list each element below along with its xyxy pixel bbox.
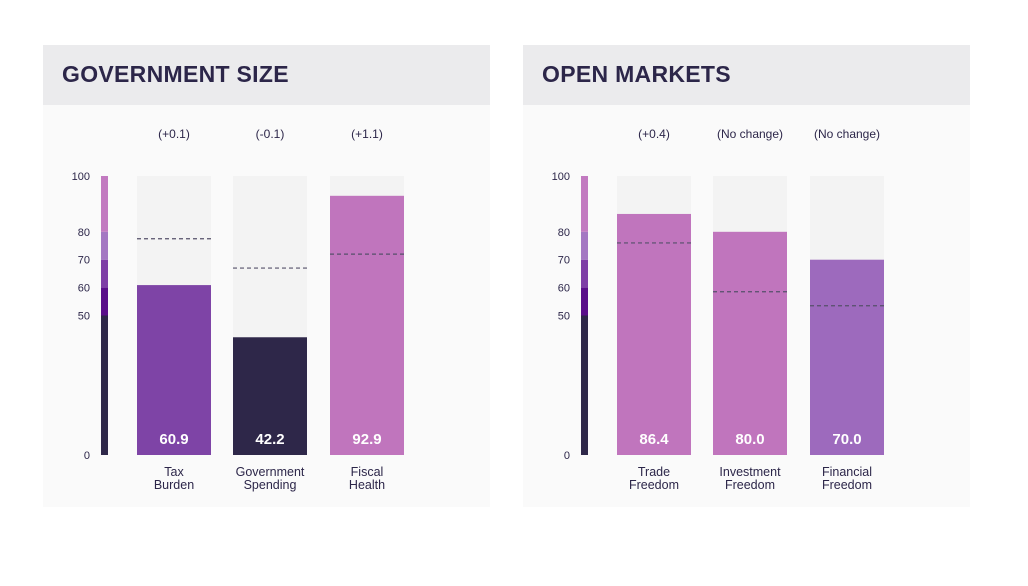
change-label: (No change) — [814, 127, 880, 141]
panel-title: GOVERNMENT SIZE — [62, 61, 289, 87]
scale-band — [581, 231, 588, 260]
change-label: (No change) — [717, 127, 783, 141]
y-tick-label: 100 — [552, 171, 570, 183]
y-tick-label: 70 — [78, 255, 90, 267]
panel-header: GOVERNMENT SIZE — [43, 45, 490, 105]
category-label: Spending — [244, 478, 297, 492]
bar — [810, 259, 884, 455]
value-label: 92.9 — [352, 431, 381, 448]
panel-title: OPEN MARKETS — [542, 61, 731, 87]
category-label: Government — [236, 465, 305, 479]
change-label: (-0.1) — [256, 127, 285, 141]
value-label: 80.0 — [735, 431, 764, 448]
scale-band — [101, 176, 108, 232]
y-tick-label: 60 — [78, 283, 90, 295]
y-tick-label: 50 — [558, 311, 570, 323]
scale-band — [581, 176, 588, 232]
government-size-panel: GOVERNMENT SIZE 0 50 60 70 80 100 (+0.1) 60.9 Ta… — [43, 45, 490, 507]
scale-band — [581, 315, 588, 455]
category-label: Investment — [719, 465, 781, 479]
category-label: Fiscal — [351, 465, 384, 479]
change-label: (+0.1) — [158, 127, 190, 141]
value-label: 86.4 — [639, 431, 669, 448]
category-label: Freedom — [822, 478, 872, 492]
scale-band — [581, 287, 588, 316]
y-tick-label: 70 — [558, 255, 570, 267]
value-label: 42.2 — [255, 431, 284, 448]
scale-band — [101, 315, 108, 455]
bar — [330, 195, 404, 455]
scale-band — [581, 259, 588, 288]
y-tick-label: 50 — [78, 311, 90, 323]
bar — [233, 337, 307, 455]
y-tick-label: 60 — [558, 283, 570, 295]
category-label: Health — [349, 478, 385, 492]
bar — [713, 231, 787, 455]
y-tick-label: 80 — [558, 227, 570, 239]
scale-band — [101, 259, 108, 288]
category-label: Financial — [822, 465, 872, 479]
y-tick-label: 0 — [564, 450, 570, 462]
bar — [137, 285, 211, 455]
value-label: 60.9 — [159, 431, 188, 448]
category-label: Trade — [638, 465, 670, 479]
category-label: Burden — [154, 478, 194, 492]
category-label: Freedom — [629, 478, 679, 492]
panel-header: OPEN MARKETS — [523, 45, 970, 105]
category-label: Tax — [164, 465, 184, 479]
scale-band — [101, 231, 108, 260]
y-tick-label: 80 — [78, 227, 90, 239]
bar — [617, 213, 691, 455]
y-tick-label: 100 — [72, 171, 90, 183]
change-label: (+1.1) — [351, 127, 383, 141]
open-markets-panel: OPEN MARKETS 0 50 60 70 80 100 (+0.4) 86.4 Trade… — [523, 45, 970, 507]
y-tick-label: 0 — [84, 450, 90, 462]
scale-band — [101, 287, 108, 316]
value-label: 70.0 — [832, 431, 861, 448]
change-label: (+0.4) — [638, 127, 670, 141]
category-label: Freedom — [725, 478, 775, 492]
